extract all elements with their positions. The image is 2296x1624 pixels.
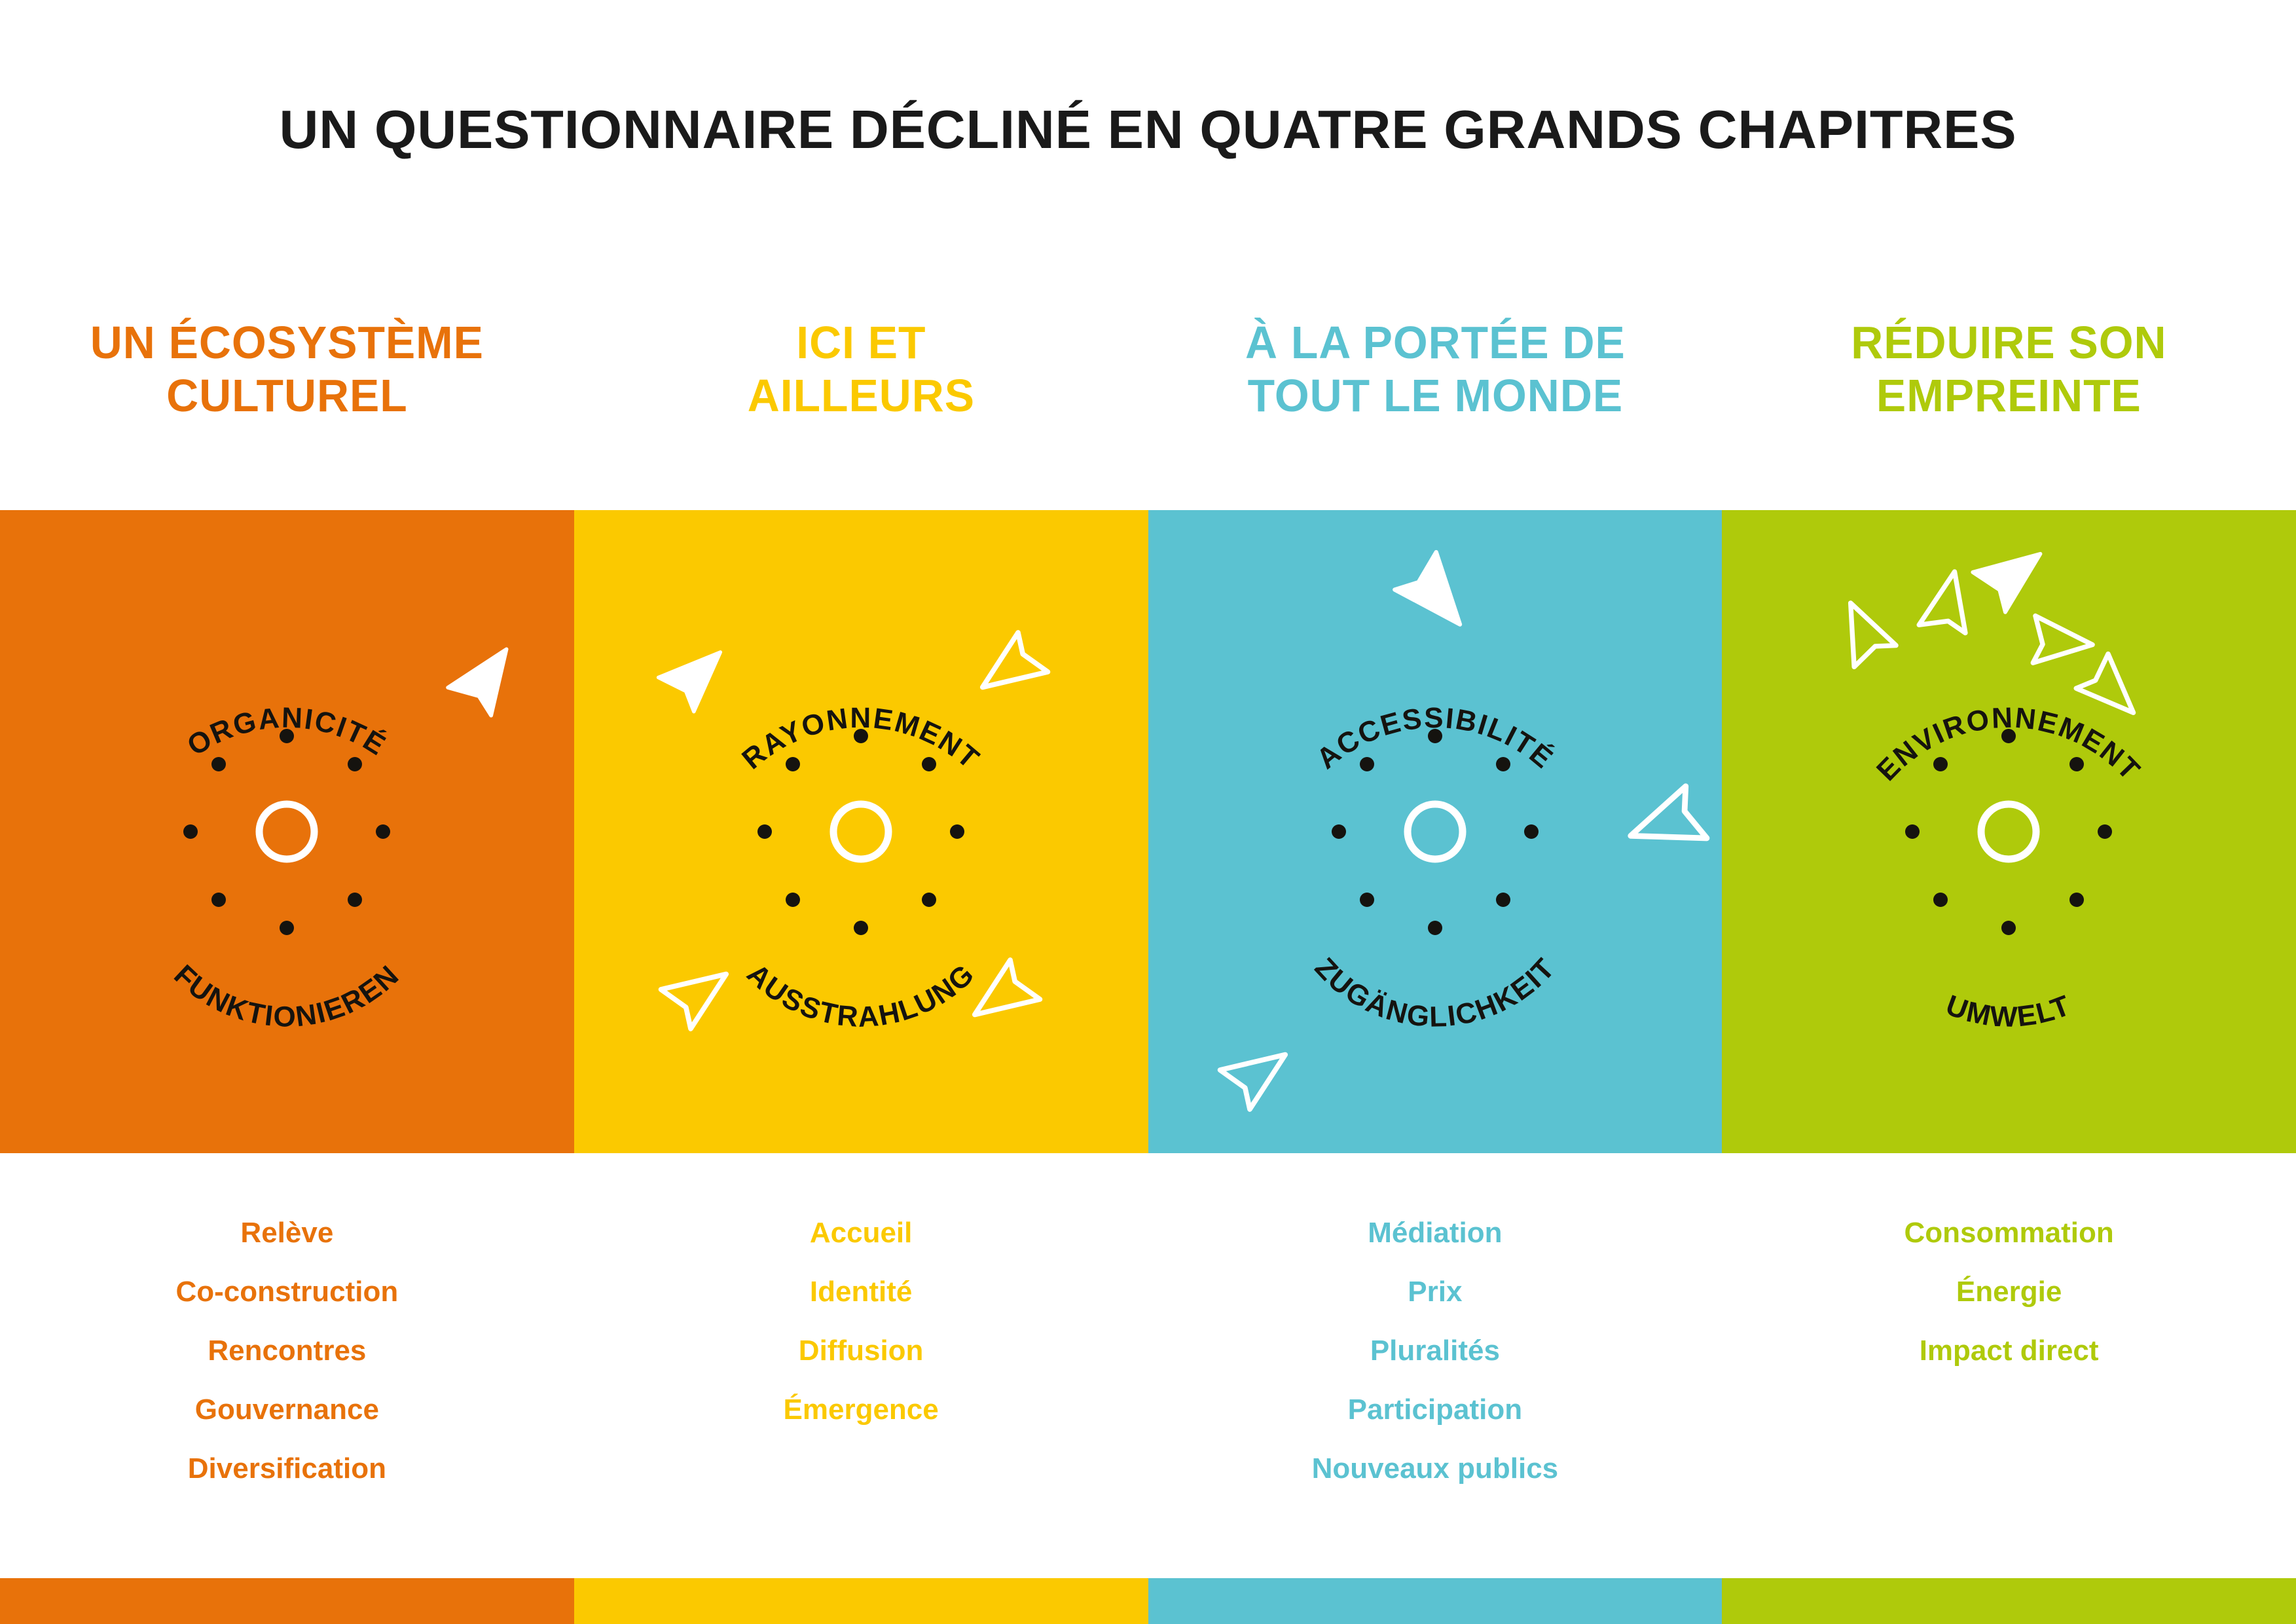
svg-text:ENVIRONNEMENT: ENVIRONNEMENT — [1870, 702, 2147, 787]
svg-text:ORGANICITÉ: ORGANICITÉ — [182, 702, 393, 762]
svg-text:UMWELT: UMWELT — [1942, 989, 2075, 1033]
svg-text:AUSSTRAHLUNG: AUSSTRAHLUNG — [740, 957, 981, 1033]
svg-text:ZUGÄNGLICHKEIT: ZUGÄNGLICHKEIT — [1308, 951, 1561, 1033]
svg-text:FUNKTIONIEREN: FUNKTIONIEREN — [168, 959, 405, 1033]
